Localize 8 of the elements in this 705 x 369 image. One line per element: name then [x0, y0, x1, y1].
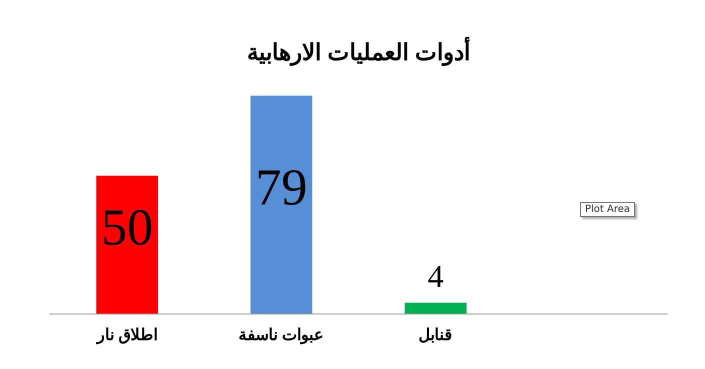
data-label: 79 — [255, 159, 308, 216]
x-tick-label: قنابل — [418, 326, 453, 344]
annotation: Plot Area — [580, 202, 636, 217]
x-tick-label: اطلاق نار — [96, 326, 158, 345]
chart-title: أدوات العمليات الارهابية — [247, 36, 470, 68]
data-label: 50 — [101, 199, 154, 256]
x-tick-label: عبوات ناسفة — [238, 326, 324, 345]
data-label: 4 — [428, 258, 444, 294]
